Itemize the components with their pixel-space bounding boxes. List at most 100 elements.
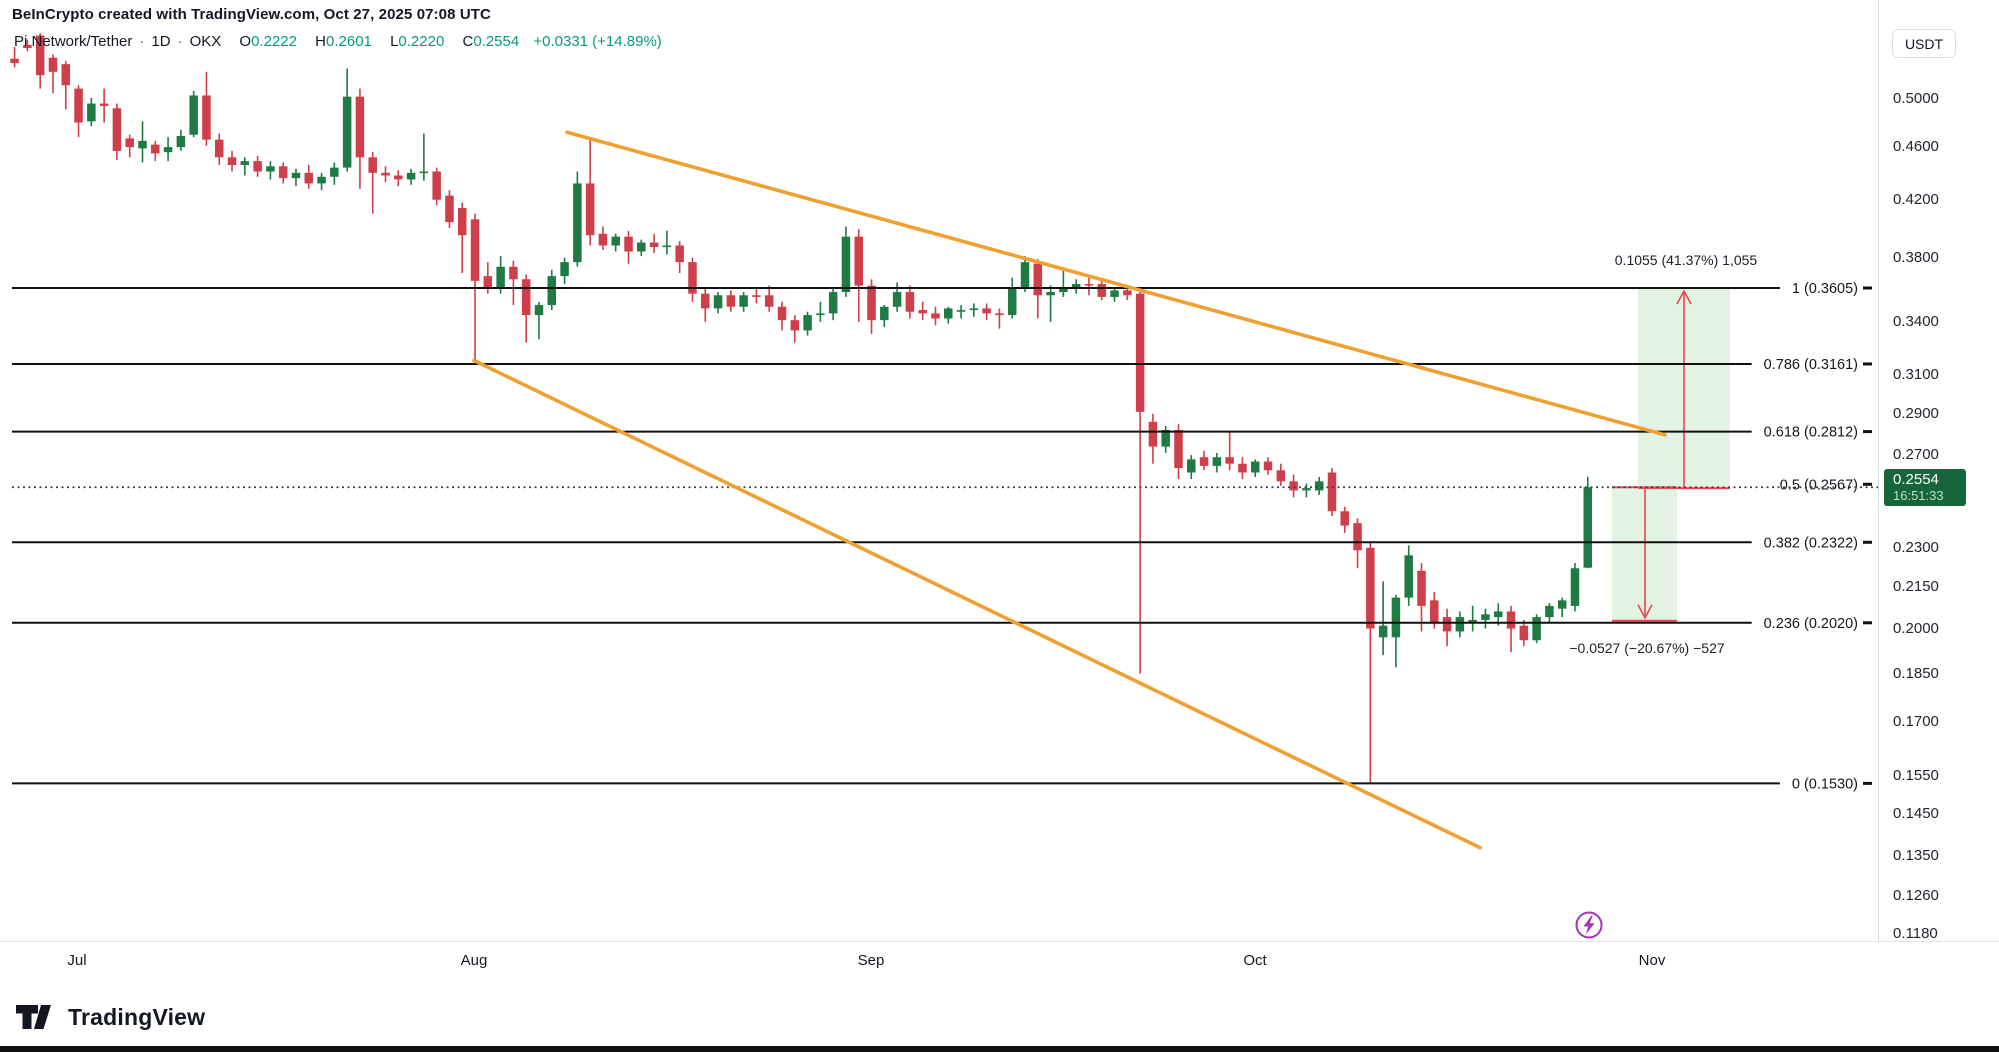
candle[interactable] (1442, 608, 1452, 647)
candle[interactable] (905, 285, 915, 319)
candle[interactable] (1378, 581, 1388, 656)
candle[interactable] (739, 292, 748, 312)
candle[interactable] (1110, 287, 1119, 302)
candle[interactable] (1135, 288, 1145, 674)
candle[interactable] (1455, 611, 1465, 638)
candle[interactable] (1046, 285, 1055, 322)
candle[interactable] (1353, 518, 1362, 569)
candle[interactable] (35, 33, 45, 89)
candle[interactable] (1007, 277, 1017, 319)
candle[interactable] (1314, 476, 1324, 495)
candle[interactable] (48, 54, 58, 94)
time-axis[interactable]: Jul Aug Sep Oct Nov (0, 941, 1999, 998)
candle[interactable] (982, 303, 991, 321)
currency-toggle-button[interactable]: USDT (1892, 29, 1956, 58)
candle[interactable] (253, 155, 262, 177)
candle[interactable] (1481, 608, 1490, 629)
candle[interactable] (1212, 452, 1222, 473)
candle[interactable] (726, 290, 736, 312)
candle[interactable] (1059, 269, 1068, 297)
candle[interactable] (1263, 457, 1273, 475)
candle[interactable] (496, 256, 505, 294)
candle[interactable] (342, 68, 352, 172)
candle[interactable] (867, 279, 876, 334)
candle[interactable] (1366, 542, 1375, 784)
candlestick-chart-canvas[interactable]: 1 (0.3605) 0.786 (0.3161) 0.618 (0.2812) 0.… (0, 0, 1878, 941)
candle[interactable] (828, 288, 838, 321)
candle[interactable] (1557, 597, 1567, 618)
candle[interactable] (854, 229, 863, 322)
candle[interactable] (764, 285, 774, 312)
candle[interactable] (445, 190, 454, 228)
candle[interactable] (1340, 506, 1350, 533)
candle[interactable] (1161, 425, 1170, 453)
candle[interactable] (892, 282, 902, 312)
candle[interactable] (1123, 285, 1132, 301)
fib-level-1[interactable]: 1 (0.3605) (12, 281, 1872, 297)
candle[interactable] (841, 226, 851, 297)
candle[interactable] (483, 262, 493, 294)
candle[interactable] (918, 301, 927, 321)
candle[interactable] (1084, 276, 1094, 296)
last-price-badge[interactable]: 0.2554 16:51:33 (1884, 468, 1966, 506)
candle[interactable] (688, 257, 697, 302)
candle[interactable] (189, 90, 198, 138)
candle[interactable] (99, 88, 109, 123)
candle[interactable] (995, 308, 1004, 329)
candle[interactable] (74, 85, 83, 138)
candle[interactable] (675, 241, 684, 273)
fib-level-0.618[interactable]: 0.618 (0.2812) (12, 425, 1872, 441)
candle[interactable] (394, 170, 403, 187)
candle[interactable] (214, 133, 224, 165)
fib-level-0.786[interactable]: 0.786 (0.3161) (12, 357, 1872, 373)
candles-series[interactable] (10, 33, 1593, 784)
timeframe-label[interactable]: 1D (151, 33, 171, 50)
candle[interactable] (1199, 450, 1209, 471)
candle[interactable] (61, 60, 71, 110)
candle[interactable] (1020, 256, 1030, 293)
candle[interactable] (1071, 279, 1081, 294)
candle[interactable] (10, 47, 19, 68)
candle[interactable] (1097, 279, 1107, 301)
candle[interactable] (1225, 432, 1234, 471)
candle[interactable] (151, 140, 160, 162)
candle[interactable] (931, 306, 940, 326)
candle[interactable] (125, 134, 134, 158)
lightning-icon[interactable] (1575, 911, 1603, 939)
candle[interactable] (701, 288, 710, 322)
candle[interactable] (112, 103, 122, 160)
candle[interactable] (1250, 459, 1260, 477)
candle[interactable] (1506, 605, 1516, 653)
candle[interactable] (1532, 614, 1541, 644)
candle[interactable] (1417, 563, 1426, 632)
candle[interactable] (227, 150, 237, 172)
candle[interactable] (816, 301, 825, 322)
candle[interactable] (944, 306, 953, 324)
candle[interactable] (585, 139, 595, 246)
candle[interactable] (803, 311, 812, 336)
candle[interactable] (637, 239, 646, 257)
candle[interactable] (1276, 463, 1286, 486)
candle[interactable] (1148, 413, 1158, 464)
candle[interactable] (138, 121, 147, 163)
candle[interactable] (1327, 468, 1337, 516)
candle[interactable] (790, 315, 800, 343)
symbol-name[interactable]: Pi Network/Tether (14, 33, 133, 50)
chart-plot-area[interactable]: 1 (0.3605) 0.786 (0.3161) 0.618 (0.2812) 0.… (0, 0, 1878, 941)
price-axis[interactable]: USDT 0.2554 16:51:33 0.5000 0.4600 0.4200 0… (1878, 0, 1999, 942)
candle[interactable] (624, 230, 633, 264)
candle[interactable] (432, 167, 441, 206)
candle[interactable] (1545, 603, 1554, 623)
candle[interactable] (1570, 563, 1580, 612)
candle[interactable] (381, 166, 390, 183)
candle[interactable] (304, 164, 314, 189)
candle[interactable] (266, 161, 275, 180)
candle[interactable] (1238, 457, 1247, 480)
candle[interactable] (1404, 545, 1413, 606)
candle[interactable] (1174, 423, 1183, 480)
fib-level-0[interactable]: 0 (0.1530) (12, 776, 1872, 792)
candle[interactable] (598, 226, 608, 251)
price-range-down-tool[interactable] (1612, 486, 1677, 622)
candle[interactable] (330, 162, 339, 185)
candle[interactable] (1519, 619, 1529, 647)
